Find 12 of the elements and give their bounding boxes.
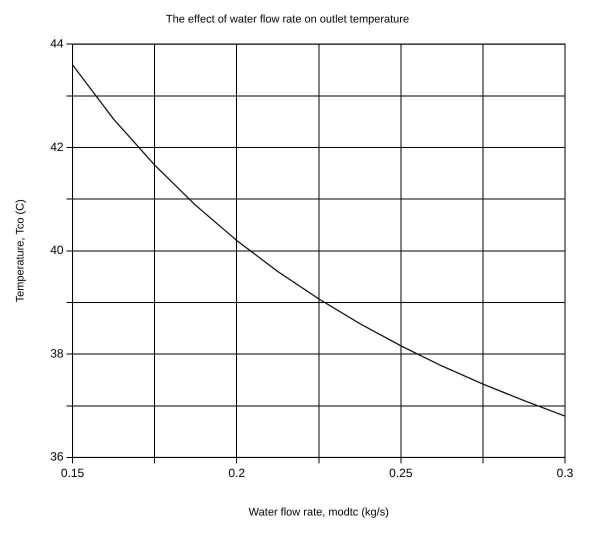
chart-title: The effect of water flow rate on outlet temperature <box>166 14 410 26</box>
x-tick-label: 0.2 <box>228 466 246 480</box>
y-tick-label: 44 <box>50 36 64 51</box>
y-tick-label: 40 <box>50 243 64 258</box>
x-axis-title: Water flow rate, modtc (kg/s) <box>248 506 389 518</box>
x-tick-label: 0.25 <box>389 466 413 480</box>
x-tick-label: 0.15 <box>60 466 85 480</box>
y-tick-label: 38 <box>50 346 64 360</box>
x-tick-label: 0.3 <box>556 466 574 480</box>
y-tick-label: 36 <box>50 450 64 464</box>
y-axis-title: Temperature, Tco (C) <box>14 199 27 302</box>
y-tick-label: 42 <box>50 140 64 154</box>
